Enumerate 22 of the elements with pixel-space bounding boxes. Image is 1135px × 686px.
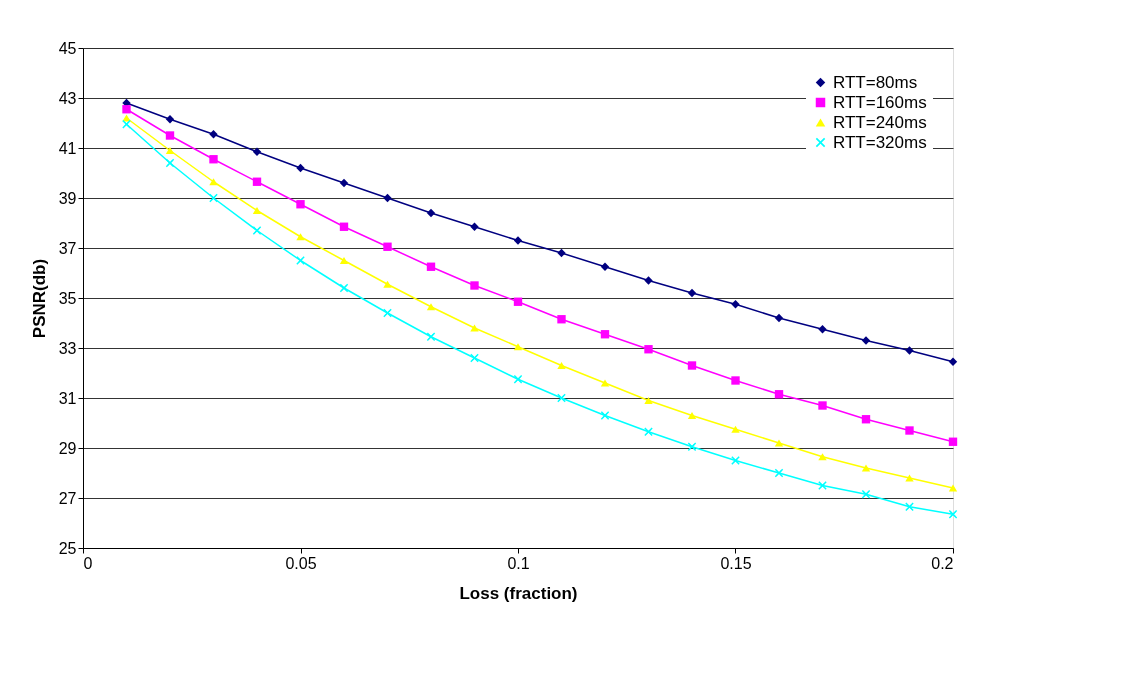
- x-axis-title: Loss (fraction): [459, 583, 578, 603]
- y-tick-label: 29: [58, 439, 77, 457]
- y-tick-label: 37: [58, 239, 77, 257]
- x-tick-label: 0: [83, 554, 93, 572]
- x-tick-label: 0.05: [285, 554, 317, 572]
- y-tick-label: 25: [58, 539, 77, 557]
- y-tick-label: 31: [58, 389, 77, 407]
- y-tick-label: 35: [58, 289, 77, 307]
- y-tick-label: 27: [58, 489, 77, 507]
- x-tick-label: 0.15: [720, 554, 752, 572]
- y-tick-label: 45: [58, 39, 77, 57]
- legend-label: RTT=160ms: [833, 92, 927, 112]
- y-tick-label: 43: [58, 89, 77, 107]
- x-tick-label: 0.2: [931, 554, 954, 572]
- y-tick-label: 41: [58, 139, 77, 157]
- x-tick-label: 0.1: [507, 554, 530, 572]
- legend-label: RTT=240ms: [833, 112, 927, 132]
- legend-label: RTT=320ms: [833, 132, 927, 152]
- legend-label: RTT=80ms: [833, 72, 918, 92]
- y-axis-title: PSNR(db): [29, 258, 49, 339]
- y-tick-label: 33: [58, 339, 77, 357]
- y-tick-label: 39: [58, 189, 77, 207]
